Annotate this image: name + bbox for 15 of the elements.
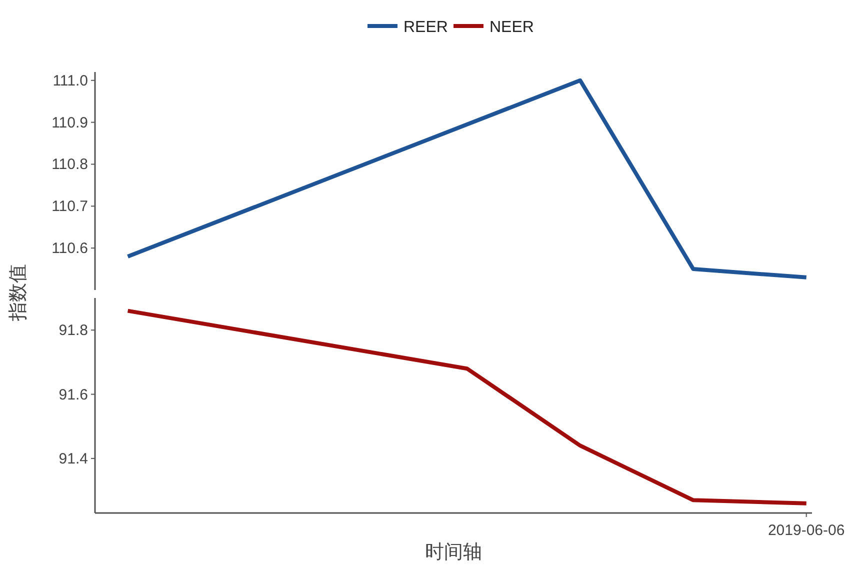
y-tick-label: 110.7 — [52, 198, 88, 216]
y-tick-label: 111.0 — [52, 72, 88, 90]
y-tick-label: 91.4 — [58, 450, 88, 468]
y-tick-label: 110.8 — [52, 156, 88, 174]
y-axis-title: 指数值 — [8, 264, 29, 322]
legend-label: REER — [404, 19, 448, 36]
legend-label: NEER — [490, 19, 534, 36]
y-tick-label: 91.6 — [58, 386, 88, 404]
line-series — [126, 78, 808, 280]
line-series — [126, 308, 808, 506]
y-tick-label: 110.9 — [52, 114, 88, 132]
x-axis-title: 时间轴 — [425, 542, 482, 563]
y-tick-label: 91.8 — [58, 322, 88, 340]
x-tick-label: 2019-06-06 — [768, 522, 845, 539]
y-tick-label: 110.6 — [52, 240, 88, 258]
